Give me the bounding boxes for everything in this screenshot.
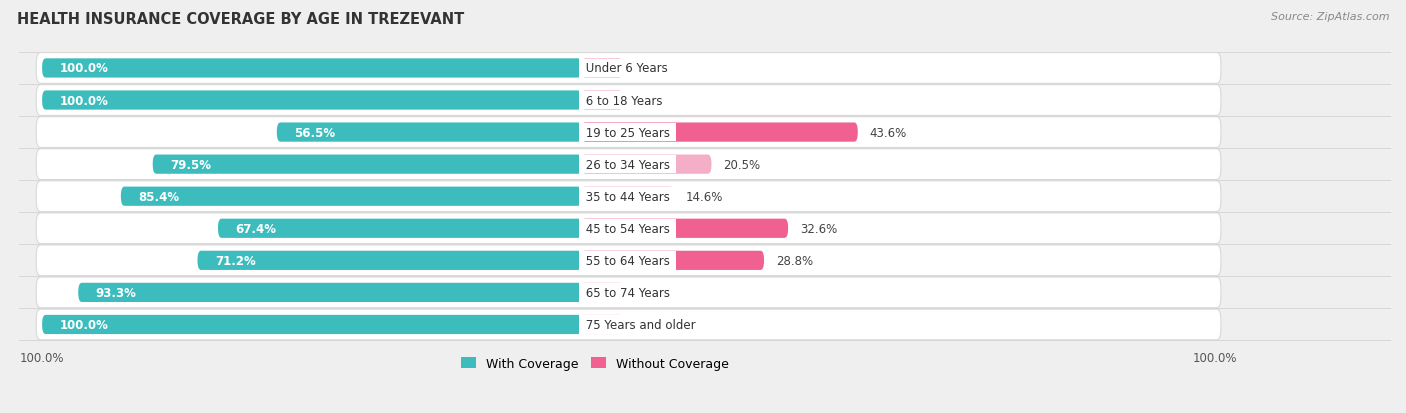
Text: 28.8%: 28.8% [776,254,813,267]
FancyBboxPatch shape [582,219,789,238]
FancyBboxPatch shape [42,315,582,334]
Text: 43.6%: 43.6% [869,126,907,139]
FancyBboxPatch shape [37,117,1220,148]
Text: 71.2%: 71.2% [215,254,256,267]
Text: 75 Years and older: 75 Years and older [582,318,699,331]
Text: 6.7%: 6.7% [636,286,665,299]
Text: 14.6%: 14.6% [686,190,723,203]
Text: Under 6 Years: Under 6 Years [582,62,671,75]
FancyBboxPatch shape [37,150,1220,180]
FancyBboxPatch shape [37,85,1220,116]
FancyBboxPatch shape [42,59,582,78]
FancyBboxPatch shape [582,315,623,334]
Text: HEALTH INSURANCE COVERAGE BY AGE IN TREZEVANT: HEALTH INSURANCE COVERAGE BY AGE IN TREZ… [17,12,464,27]
FancyBboxPatch shape [37,245,1220,276]
FancyBboxPatch shape [37,181,1220,212]
Text: 100.0%: 100.0% [59,94,108,107]
FancyBboxPatch shape [42,91,582,110]
FancyBboxPatch shape [197,251,582,270]
FancyBboxPatch shape [37,53,1220,84]
Text: 26 to 34 Years: 26 to 34 Years [582,158,673,171]
Text: 55 to 64 Years: 55 to 64 Years [582,254,673,267]
FancyBboxPatch shape [582,283,624,302]
Text: 0.0%: 0.0% [634,318,664,331]
Text: 65 to 74 Years: 65 to 74 Years [582,286,673,299]
FancyBboxPatch shape [79,283,582,302]
Text: 0.0%: 0.0% [634,94,664,107]
Text: 85.4%: 85.4% [138,190,180,203]
Text: 35 to 44 Years: 35 to 44 Years [582,190,673,203]
Text: 67.4%: 67.4% [236,222,277,235]
FancyBboxPatch shape [37,214,1220,244]
FancyBboxPatch shape [582,91,623,110]
Text: 79.5%: 79.5% [170,158,211,171]
FancyBboxPatch shape [582,251,763,270]
Text: 100.0%: 100.0% [59,62,108,75]
Text: 100.0%: 100.0% [59,318,108,331]
Legend: With Coverage, Without Coverage: With Coverage, Without Coverage [456,352,734,375]
FancyBboxPatch shape [277,123,582,142]
Text: Source: ZipAtlas.com: Source: ZipAtlas.com [1271,12,1389,22]
Text: 93.3%: 93.3% [96,286,136,299]
Text: 19 to 25 Years: 19 to 25 Years [582,126,673,139]
Text: 6 to 18 Years: 6 to 18 Years [582,94,666,107]
Text: 32.6%: 32.6% [800,222,837,235]
Text: 56.5%: 56.5% [294,126,336,139]
FancyBboxPatch shape [582,187,673,206]
FancyBboxPatch shape [37,309,1220,340]
Text: 20.5%: 20.5% [723,158,761,171]
FancyBboxPatch shape [153,155,582,174]
FancyBboxPatch shape [582,59,623,78]
FancyBboxPatch shape [582,123,858,142]
FancyBboxPatch shape [121,187,582,206]
FancyBboxPatch shape [37,278,1220,308]
Text: 45 to 54 Years: 45 to 54 Years [582,222,673,235]
FancyBboxPatch shape [218,219,582,238]
Text: 0.0%: 0.0% [634,62,664,75]
FancyBboxPatch shape [582,155,711,174]
